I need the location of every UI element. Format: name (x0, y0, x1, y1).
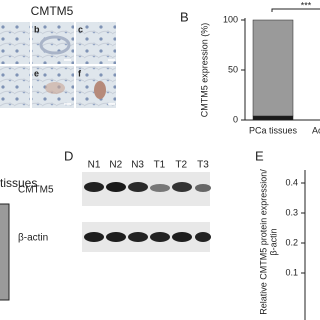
panel-label: B (180, 9, 189, 24)
y-axis-label: β-actin (268, 228, 278, 255)
subpanel-label: e (34, 68, 39, 78)
row-label: β-actin (18, 233, 48, 244)
histology-grid (0, 22, 116, 108)
bar-segment (252, 19, 294, 117)
lane-label: T3 (197, 160, 209, 171)
y-tick-label: 0.4 (285, 177, 298, 187)
partial-bar (0, 203, 10, 301)
lane-label: T1 (154, 160, 166, 171)
y-tick-label: 0.2 (285, 237, 298, 247)
y-axis-label: Relative CMTM5 protein expression/ (258, 169, 268, 315)
y-tick-label: 0.1 (285, 267, 298, 277)
panel-label: E (255, 148, 264, 163)
subpanel-label: b (34, 24, 40, 34)
lane-label: N2 (109, 160, 122, 171)
legend-text: tissues (0, 176, 37, 190)
y-tick-label: 100 (223, 14, 238, 24)
significance-bracket (271, 8, 320, 12)
panel-label: D (64, 148, 73, 163)
x-tick-label: Ac (312, 125, 320, 135)
significance-label: *** (301, 0, 312, 10)
blot (82, 172, 211, 252)
row-label: CMTM5 (18, 185, 54, 196)
lane-label: N3 (131, 160, 144, 171)
y-axis-label: CMTM5 expression (%) (199, 23, 209, 118)
y-tick-label: 50 (228, 64, 238, 74)
y-tick-label: 0.3 (285, 207, 298, 217)
subpanel-label: f (78, 68, 82, 78)
x-tick-label: PCa tissues (249, 125, 298, 135)
lane-label: T2 (175, 160, 187, 171)
lane-label: N1 (88, 160, 101, 171)
bar-segment (252, 115, 294, 121)
panel-a-title: CMTM5 (31, 4, 74, 18)
y-tick-label: 0 (233, 114, 238, 124)
subpanel-label: c (78, 24, 83, 34)
